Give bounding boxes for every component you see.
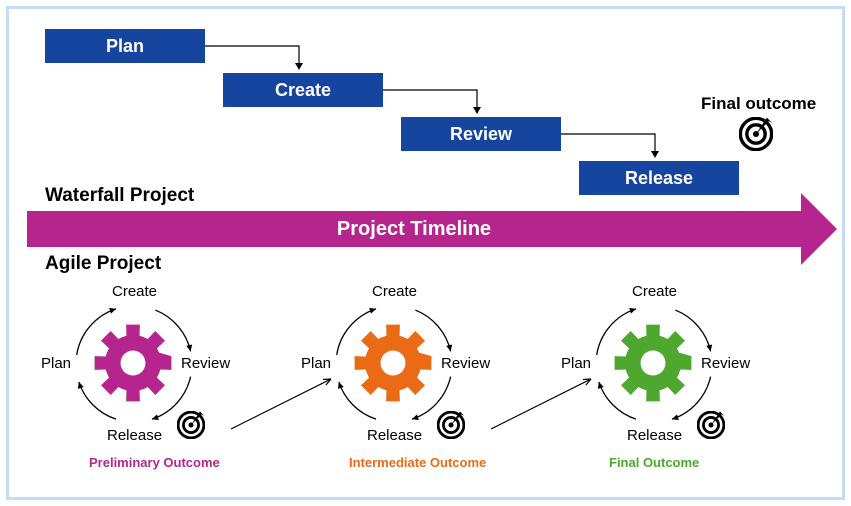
waterfall-step-label: Review	[450, 124, 512, 145]
cycle-label-release: Release	[367, 427, 422, 444]
agile-cycle-preliminary: Plan Create Review Release Preliminary O…	[29, 279, 249, 459]
waterfall-arrow	[383, 86, 487, 122]
cycle-label-review: Review	[701, 355, 750, 372]
waterfall-step-plan: Plan	[45, 29, 205, 63]
cycle-label-release: Release	[627, 427, 682, 444]
waterfall-step-create: Create	[223, 73, 383, 107]
cycle-label-release: Release	[107, 427, 162, 444]
target-icon	[739, 117, 773, 156]
final-outcome-label: Final outcome	[701, 94, 816, 114]
cycle-label-create: Create	[372, 283, 417, 300]
cycle-label-review: Review	[441, 355, 490, 372]
waterfall-step-review: Review	[401, 117, 561, 151]
cycle-label-plan: Plan	[41, 355, 71, 372]
agile-section-title: Agile Project	[45, 253, 161, 275]
waterfall-step-label: Release	[625, 168, 693, 189]
cycle-label-review: Review	[181, 355, 230, 372]
waterfall-arrow	[205, 42, 309, 78]
waterfall-step-label: Create	[275, 80, 331, 101]
waterfall-step-release: Release	[579, 161, 739, 195]
cycle-label-create: Create	[632, 283, 677, 300]
target-icon	[697, 411, 725, 444]
agile-outcome-label: Intermediate Outcome	[349, 455, 486, 470]
waterfall-arrow	[561, 130, 665, 166]
target-icon	[177, 411, 205, 444]
waterfall-step-label: Plan	[106, 36, 144, 57]
agile-outcome-label: Preliminary Outcome	[89, 455, 220, 470]
timeline-arrowhead	[801, 193, 837, 265]
cycle-label-create: Create	[112, 283, 157, 300]
timeline-label: Project Timeline	[337, 218, 491, 241]
agile-inter-arrow	[485, 373, 597, 435]
cycle-label-plan: Plan	[561, 355, 591, 372]
cycle-label-plan: Plan	[301, 355, 331, 372]
agile-inter-arrow	[225, 373, 337, 435]
target-icon	[437, 411, 465, 444]
agile-outcome-label: Final Outcome	[609, 455, 699, 470]
timeline-bar: Project Timeline	[27, 211, 801, 247]
waterfall-section-title: Waterfall Project	[45, 185, 194, 207]
